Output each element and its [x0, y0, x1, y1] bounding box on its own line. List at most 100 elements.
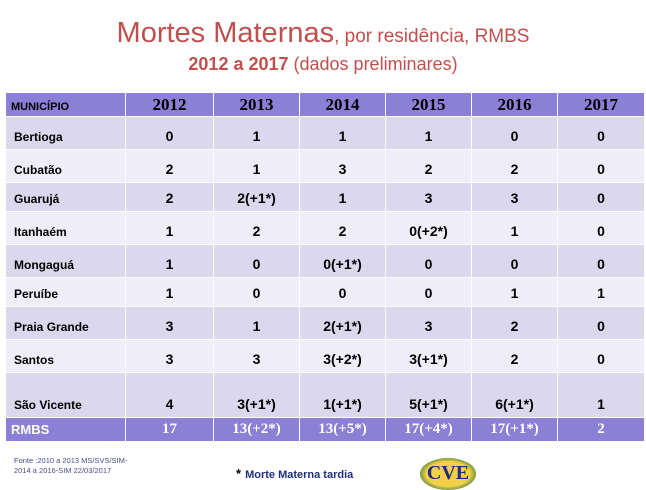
value-cell: 1	[385, 116, 472, 150]
source-line-1: Fonte :2010 a 2013 MS/SVS/SIM-	[14, 456, 128, 465]
municipio-cell: Mongaguá	[5, 244, 126, 278]
value-cell: 5(+1*)	[385, 372, 472, 418]
value-cell: 1	[125, 277, 214, 307]
value-cell: 1	[213, 306, 300, 340]
value-cell: 3	[125, 339, 214, 373]
value-cell: 0	[557, 339, 645, 373]
header-year: 2015	[385, 92, 472, 117]
value-cell: 3	[125, 306, 214, 340]
value-cell: 3(+2*)	[299, 339, 386, 373]
value-cell: 3	[471, 182, 558, 212]
value-cell: 1(+1*)	[299, 372, 386, 418]
table-row: Itanhaém 1 2 2 0(+2*) 1 0	[5, 211, 645, 245]
total-cell: 2	[557, 417, 645, 442]
footnote: * Morte Materna tardia	[236, 466, 353, 481]
source-note: Fonte :2010 a 2013 MS/SVS/SIM- 2014 a 20…	[14, 456, 174, 476]
header-municipio: MUNICÍPIO	[5, 92, 126, 117]
year-range: 2012 a 2017	[188, 53, 289, 74]
municipio-cell: Itanhaém	[5, 211, 126, 245]
value-cell: 2	[299, 211, 386, 245]
table-row: Peruíbe 1 0 0 0 1 1	[5, 277, 645, 307]
value-cell: 0	[557, 182, 645, 212]
header-year: 2016	[471, 92, 558, 117]
total-cell: 13(+5*)	[299, 417, 386, 442]
title-line-1: Mortes Maternas, por residência, RMBS	[0, 17, 646, 50]
total-row: RMBS 17 13(+2*) 13(+5*) 17(+4*) 17(+1*) …	[5, 417, 645, 442]
value-cell: 3	[299, 149, 386, 183]
value-cell: 3	[385, 306, 472, 340]
total-cell: 17	[125, 417, 214, 442]
table-row: Mongaguá 1 0 0(+1*) 0 0 0	[5, 244, 645, 278]
value-cell: 1	[125, 244, 214, 278]
value-cell: 1	[471, 211, 558, 245]
year-range-note: (dados preliminares)	[288, 53, 458, 74]
table-row: Bertioga 0 1 1 1 0 0	[5, 116, 645, 150]
value-cell: 1	[557, 277, 645, 307]
value-cell: 0	[299, 277, 386, 307]
value-cell: 0	[125, 116, 214, 150]
municipio-cell: Praia Grande	[5, 306, 126, 340]
footnote-text: Morte Materna tardia	[245, 469, 354, 481]
source-line-2: 2014 a 2016-SIM 22/03/2017	[14, 465, 112, 475]
title-line-2: 2012 a 2017 (dados preliminares)	[0, 54, 646, 75]
value-cell: 1	[213, 116, 300, 150]
total-label: RMBS	[5, 417, 126, 442]
table-row: São Vicente 4 3(+1*) 1(+1*) 5(+1*) 6(+1*) 1	[5, 372, 645, 418]
value-cell: 1	[299, 182, 386, 212]
value-cell: 2	[471, 149, 558, 183]
table-row: Praia Grande 3 1 2(+1*) 3 2 0	[5, 306, 645, 340]
value-cell: 3(+1*)	[385, 339, 472, 373]
value-cell: 2	[125, 182, 214, 212]
value-cell: 1	[299, 116, 386, 150]
value-cell: 3(+1*)	[213, 372, 300, 418]
header-year: 2012	[125, 92, 214, 117]
value-cell: 2(+1*)	[213, 182, 300, 212]
value-cell: 1	[213, 149, 300, 183]
header-row: MUNICÍPIO 2012 2013 2014 2015 2016 2017	[5, 92, 645, 117]
table-body: Bertioga 0 1 1 1 0 0 Cubatão 2 1 3 2 2 0 Guarujá 2 2(+1*…	[5, 116, 645, 418]
total-cell: 17(+4*)	[385, 417, 472, 442]
value-cell: 0	[385, 244, 472, 278]
cve-logo: CVE	[420, 458, 476, 490]
title-block: Mortes Maternas, por residência, RMBS 20…	[0, 17, 646, 75]
value-cell: 0	[471, 244, 558, 278]
header-year: 2017	[557, 92, 645, 117]
value-cell: 0(+2*)	[385, 211, 472, 245]
value-cell: 3	[213, 339, 300, 373]
page-title: Mortes Maternas	[116, 17, 335, 49]
value-cell: 2	[471, 306, 558, 340]
value-cell: 1	[471, 277, 558, 307]
value-cell: 1	[125, 211, 214, 245]
total-cell: 13(+2*)	[213, 417, 300, 442]
municipio-cell: Peruíbe	[5, 277, 126, 307]
municipio-cell: Santos	[5, 339, 126, 373]
value-cell: 0	[213, 244, 300, 278]
value-cell: 3	[385, 182, 472, 212]
municipio-cell: Bertioga	[5, 116, 126, 150]
value-cell: 0	[471, 116, 558, 150]
value-cell: 0	[557, 244, 645, 278]
table-row: Guarujá 2 2(+1*) 1 3 3 0	[5, 182, 645, 212]
header-year: 2014	[299, 92, 386, 117]
value-cell: 0	[557, 211, 645, 245]
value-cell: 0(+1*)	[299, 244, 386, 278]
value-cell: 2	[125, 149, 214, 183]
value-cell: 2	[385, 149, 472, 183]
total-cell: 17(+1*)	[471, 417, 558, 442]
municipio-cell: Cubatão	[5, 149, 126, 183]
value-cell: 0	[557, 149, 645, 183]
municipio-cell: Guarujá	[5, 182, 126, 212]
cve-logo-text: CVE	[426, 462, 470, 484]
value-cell: 4	[125, 372, 214, 418]
value-cell: 2(+1*)	[299, 306, 386, 340]
value-cell: 0	[213, 277, 300, 307]
value-cell: 1	[557, 372, 645, 418]
value-cell: 0	[385, 277, 472, 307]
value-cell: 0	[557, 306, 645, 340]
value-cell: 2	[471, 339, 558, 373]
header-year: 2013	[213, 92, 300, 117]
table-row: Santos 3 3 3(+2*) 3(+1*) 2 0	[5, 339, 645, 373]
table-row: Cubatão 2 1 3 2 2 0	[5, 149, 645, 183]
value-cell: 0	[557, 116, 645, 150]
footnote-star: *	[236, 466, 242, 481]
